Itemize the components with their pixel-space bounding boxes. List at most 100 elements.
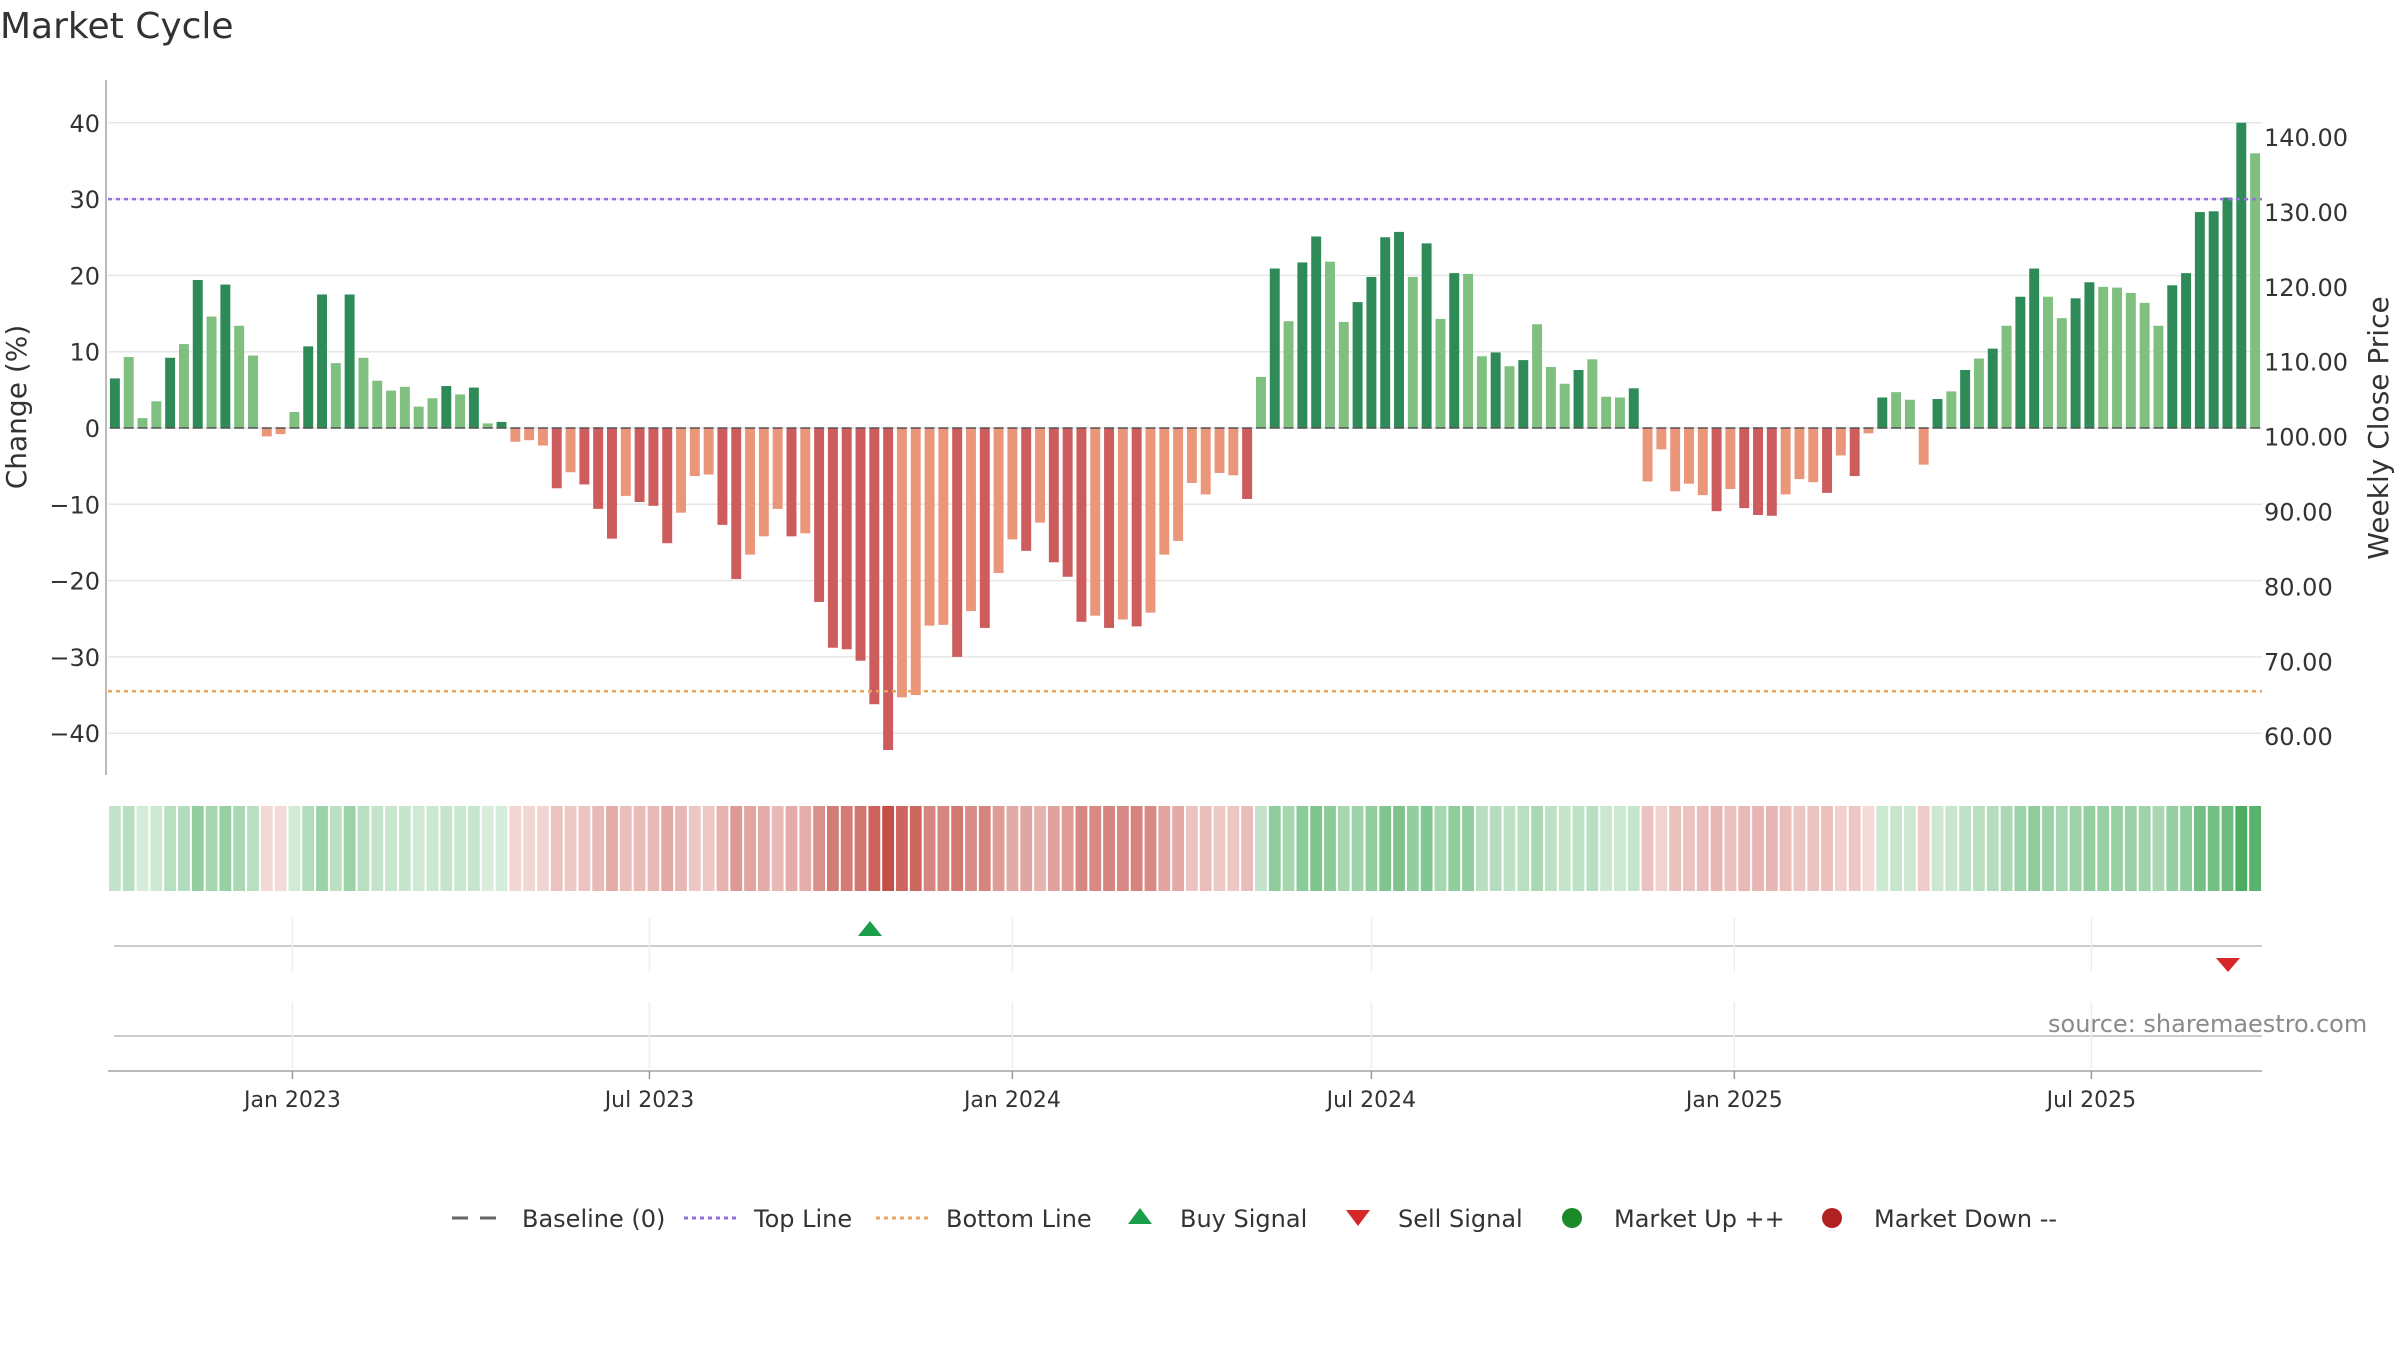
heat-cell — [1503, 806, 1516, 891]
heat-cell — [1434, 806, 1447, 891]
heat-cell — [923, 806, 936, 891]
bar — [2250, 153, 2261, 428]
bar — [441, 386, 452, 428]
y-tick-right: 140.00 — [2264, 124, 2348, 152]
bar — [1697, 428, 1708, 496]
heat-cell — [1696, 806, 1709, 891]
bar — [413, 406, 424, 428]
bar — [731, 428, 742, 580]
heat-cell — [2014, 806, 2027, 891]
heat-cell — [2111, 806, 2123, 891]
y-tick-left: 0 — [85, 415, 100, 443]
heat-cell — [1006, 806, 1019, 891]
heat-cell — [1959, 806, 1972, 891]
heat-cell — [2193, 806, 2206, 891]
heat-cell — [247, 806, 259, 891]
triangle-up-icon — [1128, 1208, 1152, 1224]
legend-label: Sell Signal — [1398, 1205, 1523, 1233]
bar — [496, 421, 507, 428]
y-tick-right: 120.00 — [2264, 274, 2348, 302]
heat-cell — [2249, 806, 2261, 891]
y-tick-left: 30 — [69, 186, 100, 214]
heat-cell — [1310, 806, 1323, 891]
y-tick-right: 110.00 — [2264, 349, 2348, 377]
heat-cell — [1655, 806, 1668, 891]
heat-cell — [1710, 806, 1723, 891]
heat-cell — [675, 806, 687, 891]
heat-cell — [744, 806, 756, 891]
heat-cell — [2000, 806, 2013, 891]
bar — [2139, 302, 2150, 428]
heat-cell — [523, 806, 536, 891]
heat-cell — [2028, 806, 2041, 891]
red-dot-icon — [1822, 1208, 1842, 1228]
bar — [1725, 428, 1736, 490]
heat-cell — [122, 806, 135, 891]
legend-label: Market Up ++ — [1614, 1205, 1785, 1233]
heat-cell — [454, 806, 466, 891]
bar — [1007, 428, 1018, 540]
y-axis-left-title: Change (%) — [0, 325, 33, 490]
heat-cell — [882, 806, 895, 891]
heat-cell — [398, 806, 411, 891]
heat-cell — [1089, 806, 1102, 891]
bar — [1808, 428, 1819, 483]
bar — [192, 279, 203, 428]
heat-cell — [164, 806, 177, 891]
bar — [261, 428, 272, 437]
bar — [1545, 366, 1556, 428]
heat-cell — [619, 806, 632, 891]
bar — [1255, 376, 1266, 428]
bar — [2112, 287, 2122, 428]
heat-cell — [316, 806, 328, 891]
bar — [1104, 428, 1115, 628]
heat-cell — [260, 806, 273, 891]
heat-cell — [1531, 806, 1543, 891]
bar — [123, 357, 134, 428]
bar — [178, 344, 189, 428]
heat-cell — [1075, 806, 1088, 891]
heat-cell — [1862, 806, 1875, 891]
heat-cell — [1973, 806, 1985, 891]
heat-cell — [661, 806, 674, 891]
bar — [1228, 428, 1239, 476]
bar — [2236, 122, 2247, 429]
y-tick-right: 130.00 — [2264, 199, 2348, 227]
bar — [330, 363, 341, 428]
x-tick-label: Jul 2024 — [1325, 1088, 1417, 1113]
bar — [1035, 428, 1045, 523]
heat-cell — [1462, 806, 1474, 891]
heat-cell — [1199, 806, 1212, 891]
heat-cell — [2138, 806, 2151, 891]
bar — [220, 284, 231, 428]
x-tick-label: Jul 2025 — [2045, 1088, 2137, 1113]
bar — [800, 428, 811, 534]
heat-cell — [1255, 806, 1267, 891]
heat-cell — [606, 806, 618, 891]
heat-cell — [1669, 806, 1682, 891]
heat-cell — [1848, 806, 1861, 891]
bar — [289, 411, 300, 428]
bar — [1173, 428, 1184, 541]
bar — [1670, 428, 1681, 492]
heat-cell — [1517, 806, 1530, 891]
bar — [372, 380, 383, 428]
bar — [1587, 359, 1598, 428]
heat-cell — [2097, 806, 2110, 891]
heat-cell — [1821, 806, 1833, 891]
bar — [814, 428, 825, 602]
heat-cell — [1641, 806, 1654, 891]
heat-cell — [1779, 806, 1792, 891]
y-tick-right: 80.00 — [2264, 573, 2333, 601]
legend-label: Baseline (0) — [522, 1205, 665, 1233]
heat-cell — [537, 806, 549, 891]
heat-cell — [178, 806, 190, 891]
bar — [966, 428, 976, 612]
bar — [1090, 428, 1101, 616]
bar — [1048, 428, 1059, 563]
bar — [2125, 292, 2136, 428]
heat-cell — [2166, 806, 2179, 891]
bar — [206, 316, 217, 428]
bar — [1131, 428, 1142, 627]
bar — [1200, 428, 1211, 495]
